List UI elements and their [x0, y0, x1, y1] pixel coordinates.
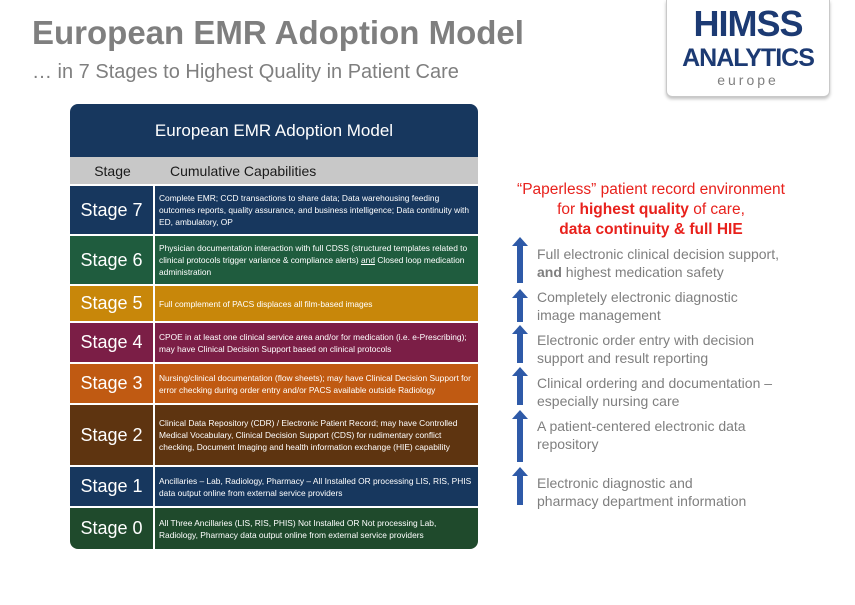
capability-text: Electronic diagnostic and pharmacy depar…: [537, 475, 747, 509]
capability-item: Electronic diagnostic and pharmacy depar…: [537, 474, 757, 510]
table-row-stage-3: Stage 3 Nursing/clinical documentation (…: [70, 364, 478, 405]
table-row-stage-6: Stage 6 Physician documentation interact…: [70, 236, 478, 286]
up-arrow-icon: [512, 237, 528, 283]
capability-text: Completely electronic diagnostic image m…: [537, 289, 738, 323]
capability-bold-text: and: [537, 264, 562, 280]
up-arrow-icon: [512, 289, 528, 322]
column-header-stage: Stage: [94, 162, 131, 179]
paperless-heading-line2: for highest quality of care,: [486, 200, 816, 220]
emr-adoption-table: European EMR Adoption Model Stage Cumula…: [70, 104, 478, 549]
paperless-heading-line1: “Paperless” patient record environment: [517, 181, 785, 198]
column-header-capabilities: Cumulative Capabilities: [170, 162, 317, 179]
stage-label: Stage 1: [70, 467, 155, 506]
stage-capabilities: Clinical Data Repository (CDR) / Electro…: [159, 418, 458, 452]
stage-capabilities: Full complement of PACS displaces all fi…: [159, 298, 373, 309]
logo-line-analytics: ANALYTICS: [682, 44, 815, 72]
up-arrow-icon: [512, 410, 528, 462]
capability-text: Electronic order entry with decision sup…: [537, 332, 755, 366]
stage-capabilities: Ancillaries – Lab, Radiology, Pharmacy –…: [159, 475, 472, 498]
table-row-stage-0: Stage 0 All Three Ancillaries (LIS, RIS,…: [70, 508, 478, 549]
himss-analytics-logo: HIMSS ANALYTICS europe: [666, 0, 830, 97]
capability-item: Completely electronic diagnostic image m…: [537, 288, 752, 324]
stage-label: Stage 6: [70, 236, 155, 284]
capability-item: Electronic order entry with decision sup…: [537, 331, 767, 367]
stage-label: Stage 2: [70, 405, 155, 465]
capability-item: A patient-centered electronic data repos…: [537, 417, 757, 453]
heading-text: for: [557, 201, 580, 218]
stage-capabilities-text-end: Closed loop medication administration: [159, 255, 465, 277]
paperless-heading: “Paperless” patient record environment f…: [486, 180, 816, 240]
capability-item: Full electronic clinical decision suppor…: [537, 245, 797, 281]
capability-item: Clinical ordering and documentation – es…: [537, 374, 787, 410]
stage-label: Stage 0: [70, 508, 155, 549]
stage-label: Stage 4: [70, 323, 155, 362]
stage-label: Stage 3: [70, 364, 155, 403]
up-arrow-icon: [512, 325, 528, 363]
stage-capabilities: All Three Ancillaries (LIS, RIS, PHIS) N…: [159, 517, 437, 540]
table-row-stage-2: Stage 2 Clinical Data Repository (CDR) /…: [70, 405, 478, 467]
logo-line-himss: HIMSS: [693, 3, 803, 44]
heading-text-end: of care,: [688, 201, 745, 218]
table-title: European EMR Adoption Model: [70, 104, 478, 157]
stage-capabilities: CPOE in at least one clinical service ar…: [159, 331, 467, 354]
stage-capabilities: Complete EMR; CCD transactions to share …: [159, 193, 470, 227]
paperless-heading-line3: data continuity & full HIE: [486, 220, 816, 240]
page-title: European EMR Adoption Model: [32, 14, 524, 51]
heading-bold-text: highest quality: [579, 201, 689, 218]
heading-bold-line: data continuity & full HIE: [559, 221, 743, 238]
table-column-header: Stage Cumulative Capabilities: [70, 157, 478, 186]
table-row-stage-5: Stage 5 Full complement of PACS displace…: [70, 286, 478, 323]
up-arrow-icon: [512, 467, 528, 505]
capability-text-end: highest medication safety: [561, 264, 724, 280]
stage-capabilities-text: Physician documentation interaction with…: [159, 243, 468, 265]
table-row-stage-7: Stage 7 Complete EMR; CCD transactions t…: [70, 186, 478, 236]
stage-capabilities-underline: and: [361, 255, 375, 265]
stage-label: Stage 5: [70, 286, 155, 321]
up-arrow-icon: [512, 367, 528, 405]
capability-text: Clinical ordering and documentation – es…: [537, 375, 773, 409]
capability-text: A patient-centered electronic data repos…: [537, 418, 746, 452]
table-row-stage-4: Stage 4 CPOE in at least one clinical se…: [70, 323, 478, 364]
capability-text: Full electronic clinical decision suppor…: [537, 246, 779, 262]
stage-capabilities: Nursing/clinical documentation (flow she…: [159, 372, 471, 395]
logo-line-europe: europe: [717, 72, 779, 88]
stage-label: Stage 7: [70, 186, 155, 234]
stage-capabilities: Physician documentation interaction with…: [155, 236, 478, 284]
table-row-stage-1: Stage 1 Ancillaries – Lab, Radiology, Ph…: [70, 467, 478, 508]
page-subtitle: … in 7 Stages to Highest Quality in Pati…: [32, 61, 459, 83]
